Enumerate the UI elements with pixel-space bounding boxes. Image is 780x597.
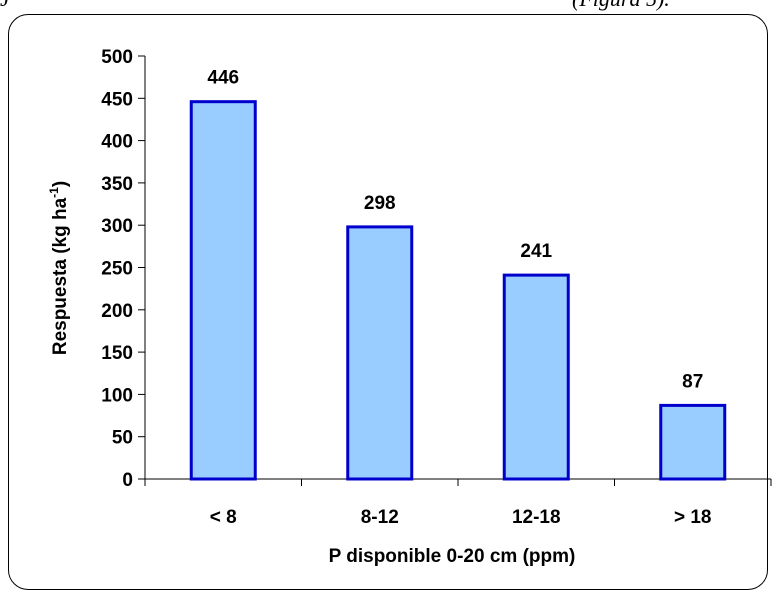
bar xyxy=(659,403,727,481)
bars xyxy=(189,100,727,481)
data-label: 298 xyxy=(364,193,396,214)
y-axis-title-main: Respuesta (kg ha xyxy=(50,197,71,355)
caption-fragment-left: J xyxy=(0,0,10,12)
y-axis-title: Respuesta (kg ha-1) xyxy=(47,181,71,355)
caption-fragment: J (Figura 5). xyxy=(0,0,780,20)
y-tick-label: 200 xyxy=(101,301,133,322)
y-axis: 0 50 100 150 200 250 300 350 400 450 500 xyxy=(101,47,146,491)
bar xyxy=(346,225,414,481)
x-tick-label: 8-12 xyxy=(361,507,399,528)
y-axis-title-suffix: ) xyxy=(50,181,71,187)
x-tick-label: 12-18 xyxy=(512,507,561,528)
bar xyxy=(502,273,570,481)
data-labels: 446 298 241 87 xyxy=(207,68,703,393)
x-axis-title: P disponible 0-20 cm (ppm) xyxy=(329,546,576,567)
caption-fragment-right: (Figura 5). xyxy=(572,0,670,12)
y-tick-label: 500 xyxy=(101,47,133,68)
data-label: 446 xyxy=(207,68,239,89)
y-tick-label: 0 xyxy=(122,470,133,491)
y-tick-label: 100 xyxy=(101,385,133,406)
y-tick-label: 400 xyxy=(101,132,133,153)
data-label: 87 xyxy=(682,371,703,392)
x-axis: < 8 8-12 12-18 > 18 xyxy=(144,478,772,528)
y-tick-label: 300 xyxy=(101,216,133,237)
y-tick-label: 350 xyxy=(101,174,133,195)
x-tick-label: < 8 xyxy=(210,507,237,528)
x-tick-label: > 18 xyxy=(674,507,712,528)
y-tick-label: 450 xyxy=(101,89,133,110)
y-tick-label: 250 xyxy=(101,259,133,280)
y-axis-title-superscript: -1 xyxy=(47,187,61,198)
bar xyxy=(189,100,257,481)
y-tick-label: 150 xyxy=(101,343,133,364)
y-tick-label: 50 xyxy=(112,428,133,449)
data-label: 241 xyxy=(520,241,552,262)
